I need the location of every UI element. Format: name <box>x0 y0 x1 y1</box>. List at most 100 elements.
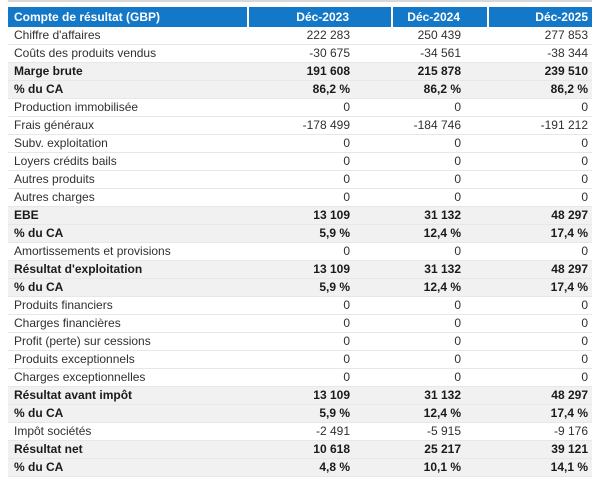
row-value: 31 132 <box>392 386 488 405</box>
header-col-dec-2023: Déc-2023 <box>247 7 392 27</box>
row-label: Subv. exploitation <box>8 134 248 153</box>
row-label: Frais généraux <box>8 116 248 135</box>
row-value: 39 121 <box>488 440 592 459</box>
row-value: 0 <box>248 314 392 333</box>
row-value: 17,4 % <box>488 278 592 297</box>
row-value: 0 <box>392 242 488 261</box>
row-value: 0 <box>488 296 592 315</box>
table-row: Marge brute 191 608 215 878 239 510 <box>8 62 592 81</box>
row-label: Produits financiers <box>8 296 248 315</box>
row-value: -2 491 <box>248 422 392 441</box>
row-label: Amortissements et provisions <box>8 242 248 261</box>
row-value: 17,4 % <box>488 404 592 423</box>
row-value: 5,9 % <box>248 404 392 423</box>
header-row: Compte de résultat (GBP) Déc-2023 Déc-20… <box>8 7 592 27</box>
row-value: 86,2 % <box>248 80 392 99</box>
row-value: 0 <box>488 98 592 117</box>
row-value: -34 561 <box>392 44 488 63</box>
row-label: Produits exceptionnels <box>8 350 248 369</box>
row-value: 0 <box>488 332 592 351</box>
row-label: % du CA <box>8 404 248 423</box>
table-row: Frais généraux -178 499 -184 746 -191 212 <box>8 116 592 135</box>
row-label: Chiffre d'affaires <box>8 27 248 45</box>
row-value: 0 <box>488 152 592 171</box>
header-col-dec-2024: Déc-2024 <box>391 7 488 27</box>
row-value: 0 <box>392 170 488 189</box>
row-value: -184 746 <box>392 116 488 135</box>
row-value: 12,4 % <box>392 278 488 297</box>
table-body: Chiffre d'affaires 222 283 250 439 277 853 C… <box>8 27 592 477</box>
row-value: -9 176 <box>488 422 592 441</box>
table-row: Autres charges 0 0 0 <box>8 188 592 207</box>
row-label: Résultat d'exploitation <box>8 260 248 279</box>
row-value: 25 217 <box>392 440 488 459</box>
header-col-dec-2025: Déc-2025 <box>487 7 592 27</box>
row-value: 277 853 <box>488 27 592 45</box>
table-row: Charges exceptionnelles 0 0 0 <box>8 368 592 387</box>
row-value: 86,2 % <box>392 80 488 99</box>
row-value: 0 <box>392 368 488 387</box>
row-label: Charges exceptionnelles <box>8 368 248 387</box>
row-value: 0 <box>248 332 392 351</box>
row-label: Production immobilisée <box>8 98 248 117</box>
table-row: Amortissements et provisions 0 0 0 <box>8 242 592 261</box>
row-value: 4,8 % <box>248 458 392 477</box>
table-row: % du CA 5,9 % 12,4 % 17,4 % <box>8 278 592 297</box>
row-value: 0 <box>488 314 592 333</box>
row-value: 0 <box>248 350 392 369</box>
row-value: 48 297 <box>488 386 592 405</box>
table-row: Résultat d'exploitation 13 109 31 132 48 29… <box>8 260 592 279</box>
row-value: 191 608 <box>248 62 392 81</box>
table-row: Chiffre d'affaires 222 283 250 439 277 853 <box>8 27 592 45</box>
row-value: 5,9 % <box>248 224 392 243</box>
row-value: 13 109 <box>248 260 392 279</box>
row-value: -191 212 <box>488 116 592 135</box>
row-value: 0 <box>488 242 592 261</box>
table-row: % du CA 4,8 % 10,1 % 14,1 % <box>8 458 592 477</box>
row-value: 12,4 % <box>392 404 488 423</box>
table-row: Profit (perte) sur cessions 0 0 0 <box>8 332 592 351</box>
row-label: Charges financières <box>8 314 248 333</box>
row-value: 239 510 <box>488 62 592 81</box>
row-value: 0 <box>392 134 488 153</box>
row-value: 0 <box>248 170 392 189</box>
row-label: % du CA <box>8 458 248 477</box>
table-row: % du CA 5,9 % 12,4 % 17,4 % <box>8 404 592 423</box>
row-value: 0 <box>248 368 392 387</box>
row-value: 222 283 <box>248 27 392 45</box>
row-value: 0 <box>392 152 488 171</box>
row-value: -30 675 <box>248 44 392 63</box>
row-value: 13 109 <box>248 206 392 225</box>
row-value: 0 <box>488 188 592 207</box>
table-row: Produits financiers 0 0 0 <box>8 296 592 315</box>
row-value: 0 <box>392 188 488 207</box>
row-value: 48 297 <box>488 260 592 279</box>
row-value: 86,2 % <box>488 80 592 99</box>
row-value: 0 <box>392 314 488 333</box>
row-value: 31 132 <box>392 260 488 279</box>
row-value: 0 <box>488 350 592 369</box>
table-title: Compte de résultat (GBP) <box>8 7 248 27</box>
table-row: % du CA 86,2 % 86,2 % 86,2 % <box>8 80 592 99</box>
row-value: 0 <box>392 98 488 117</box>
income-statement-table: Compte de résultat (GBP) Déc-2023 Déc-20… <box>8 7 592 477</box>
table-row: Résultat net 10 618 25 217 39 121 <box>8 440 592 459</box>
row-value: 0 <box>488 170 592 189</box>
row-label: Profit (perte) sur cessions <box>8 332 248 351</box>
row-value: 0 <box>248 296 392 315</box>
row-label: % du CA <box>8 278 248 297</box>
row-value: 0 <box>392 332 488 351</box>
row-value: 10 618 <box>248 440 392 459</box>
table-row: Loyers crédits bails 0 0 0 <box>8 152 592 171</box>
row-value: 0 <box>248 188 392 207</box>
row-label: Résultat avant impôt <box>8 386 248 405</box>
row-value: 0 <box>488 368 592 387</box>
row-label: EBE <box>8 206 248 225</box>
row-value: 31 132 <box>392 206 488 225</box>
table-row: % du CA 5,9 % 12,4 % 17,4 % <box>8 224 592 243</box>
row-value: 0 <box>248 98 392 117</box>
table-row: Coûts des produits vendus -30 675 -34 561-… <box>8 44 592 63</box>
row-label: Autres produits <box>8 170 248 189</box>
table-row: Résultat avant impôt 13 109 31 132 48 297 <box>8 386 592 405</box>
row-value: 13 109 <box>248 386 392 405</box>
